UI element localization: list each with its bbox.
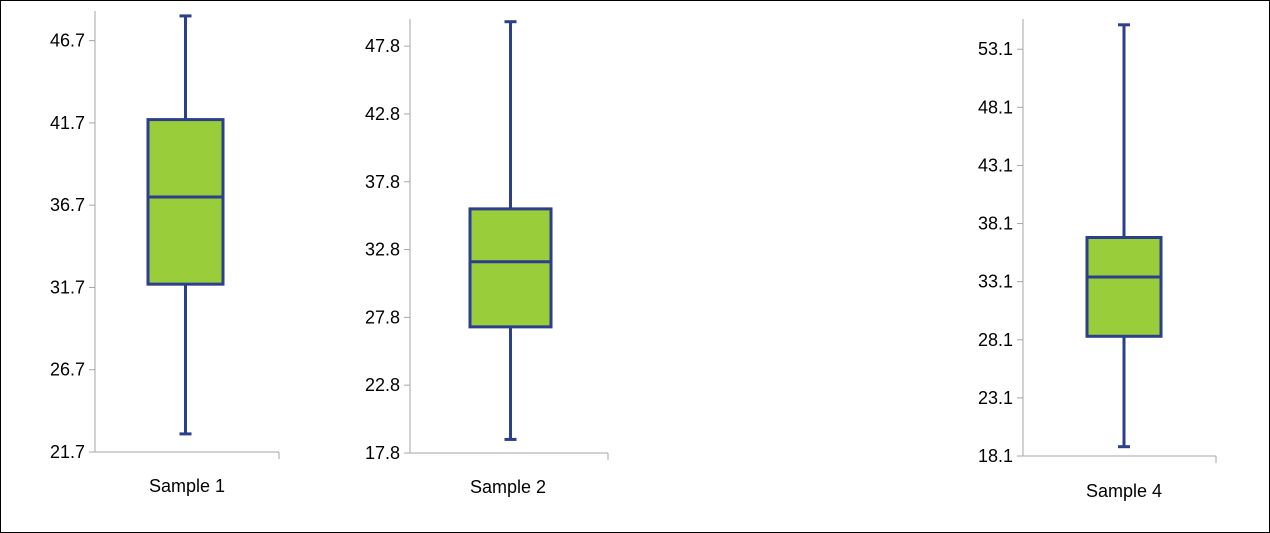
chart-panel-3: 18.1 23.1 28.1 33.1 38.1 43.1 48.1 53.1 Sample 4 (978, 19, 1217, 501)
y-tick-label: 31.7 (50, 277, 85, 297)
iqr-box (468, 207, 553, 329)
y-tick-label: 33.1 (978, 272, 1013, 292)
y-tick-label: 46.7 (50, 31, 85, 51)
iqr-box (146, 118, 225, 286)
y-tick-label: 43.1 (978, 155, 1013, 175)
category-label: Sample 4 (1086, 481, 1162, 501)
y-tick-label: 21.7 (50, 442, 85, 462)
y-tick-label: 23.1 (978, 388, 1013, 408)
y-tick-label: 47.8 (365, 36, 400, 56)
y-tick-label: 26.7 (50, 360, 85, 380)
y-tick-label: 53.1 (978, 39, 1013, 59)
y-tick-label: 18.1 (978, 446, 1013, 466)
y-tick-label: 36.7 (50, 195, 85, 215)
y-tick-label: 22.8 (365, 375, 400, 395)
category-label: Sample 2 (470, 477, 546, 497)
y-tick-label: 41.7 (50, 113, 85, 133)
y-tick-label: 32.8 (365, 240, 400, 260)
y-tick-label: 38.1 (978, 214, 1013, 234)
y-tick-label: 48.1 (978, 97, 1013, 117)
y-tick-label: 27.8 (365, 307, 400, 327)
y-tick-label: 37.8 (365, 172, 400, 192)
y-tick-label: 28.1 (978, 330, 1013, 350)
y-tick-label: 42.8 (365, 104, 400, 124)
category-label: Sample 1 (149, 476, 225, 496)
y-tick-label: 17.8 (365, 443, 400, 463)
chart-panel-1: 21.7 26.7 31.7 36.7 41.7 46.7 Sample 1 (50, 11, 280, 496)
chart-panel-2: 17.8 22.8 27.8 32.8 37.8 42.8 47.8 Sample 2 (365, 19, 609, 497)
iqr-box (1085, 236, 1163, 338)
